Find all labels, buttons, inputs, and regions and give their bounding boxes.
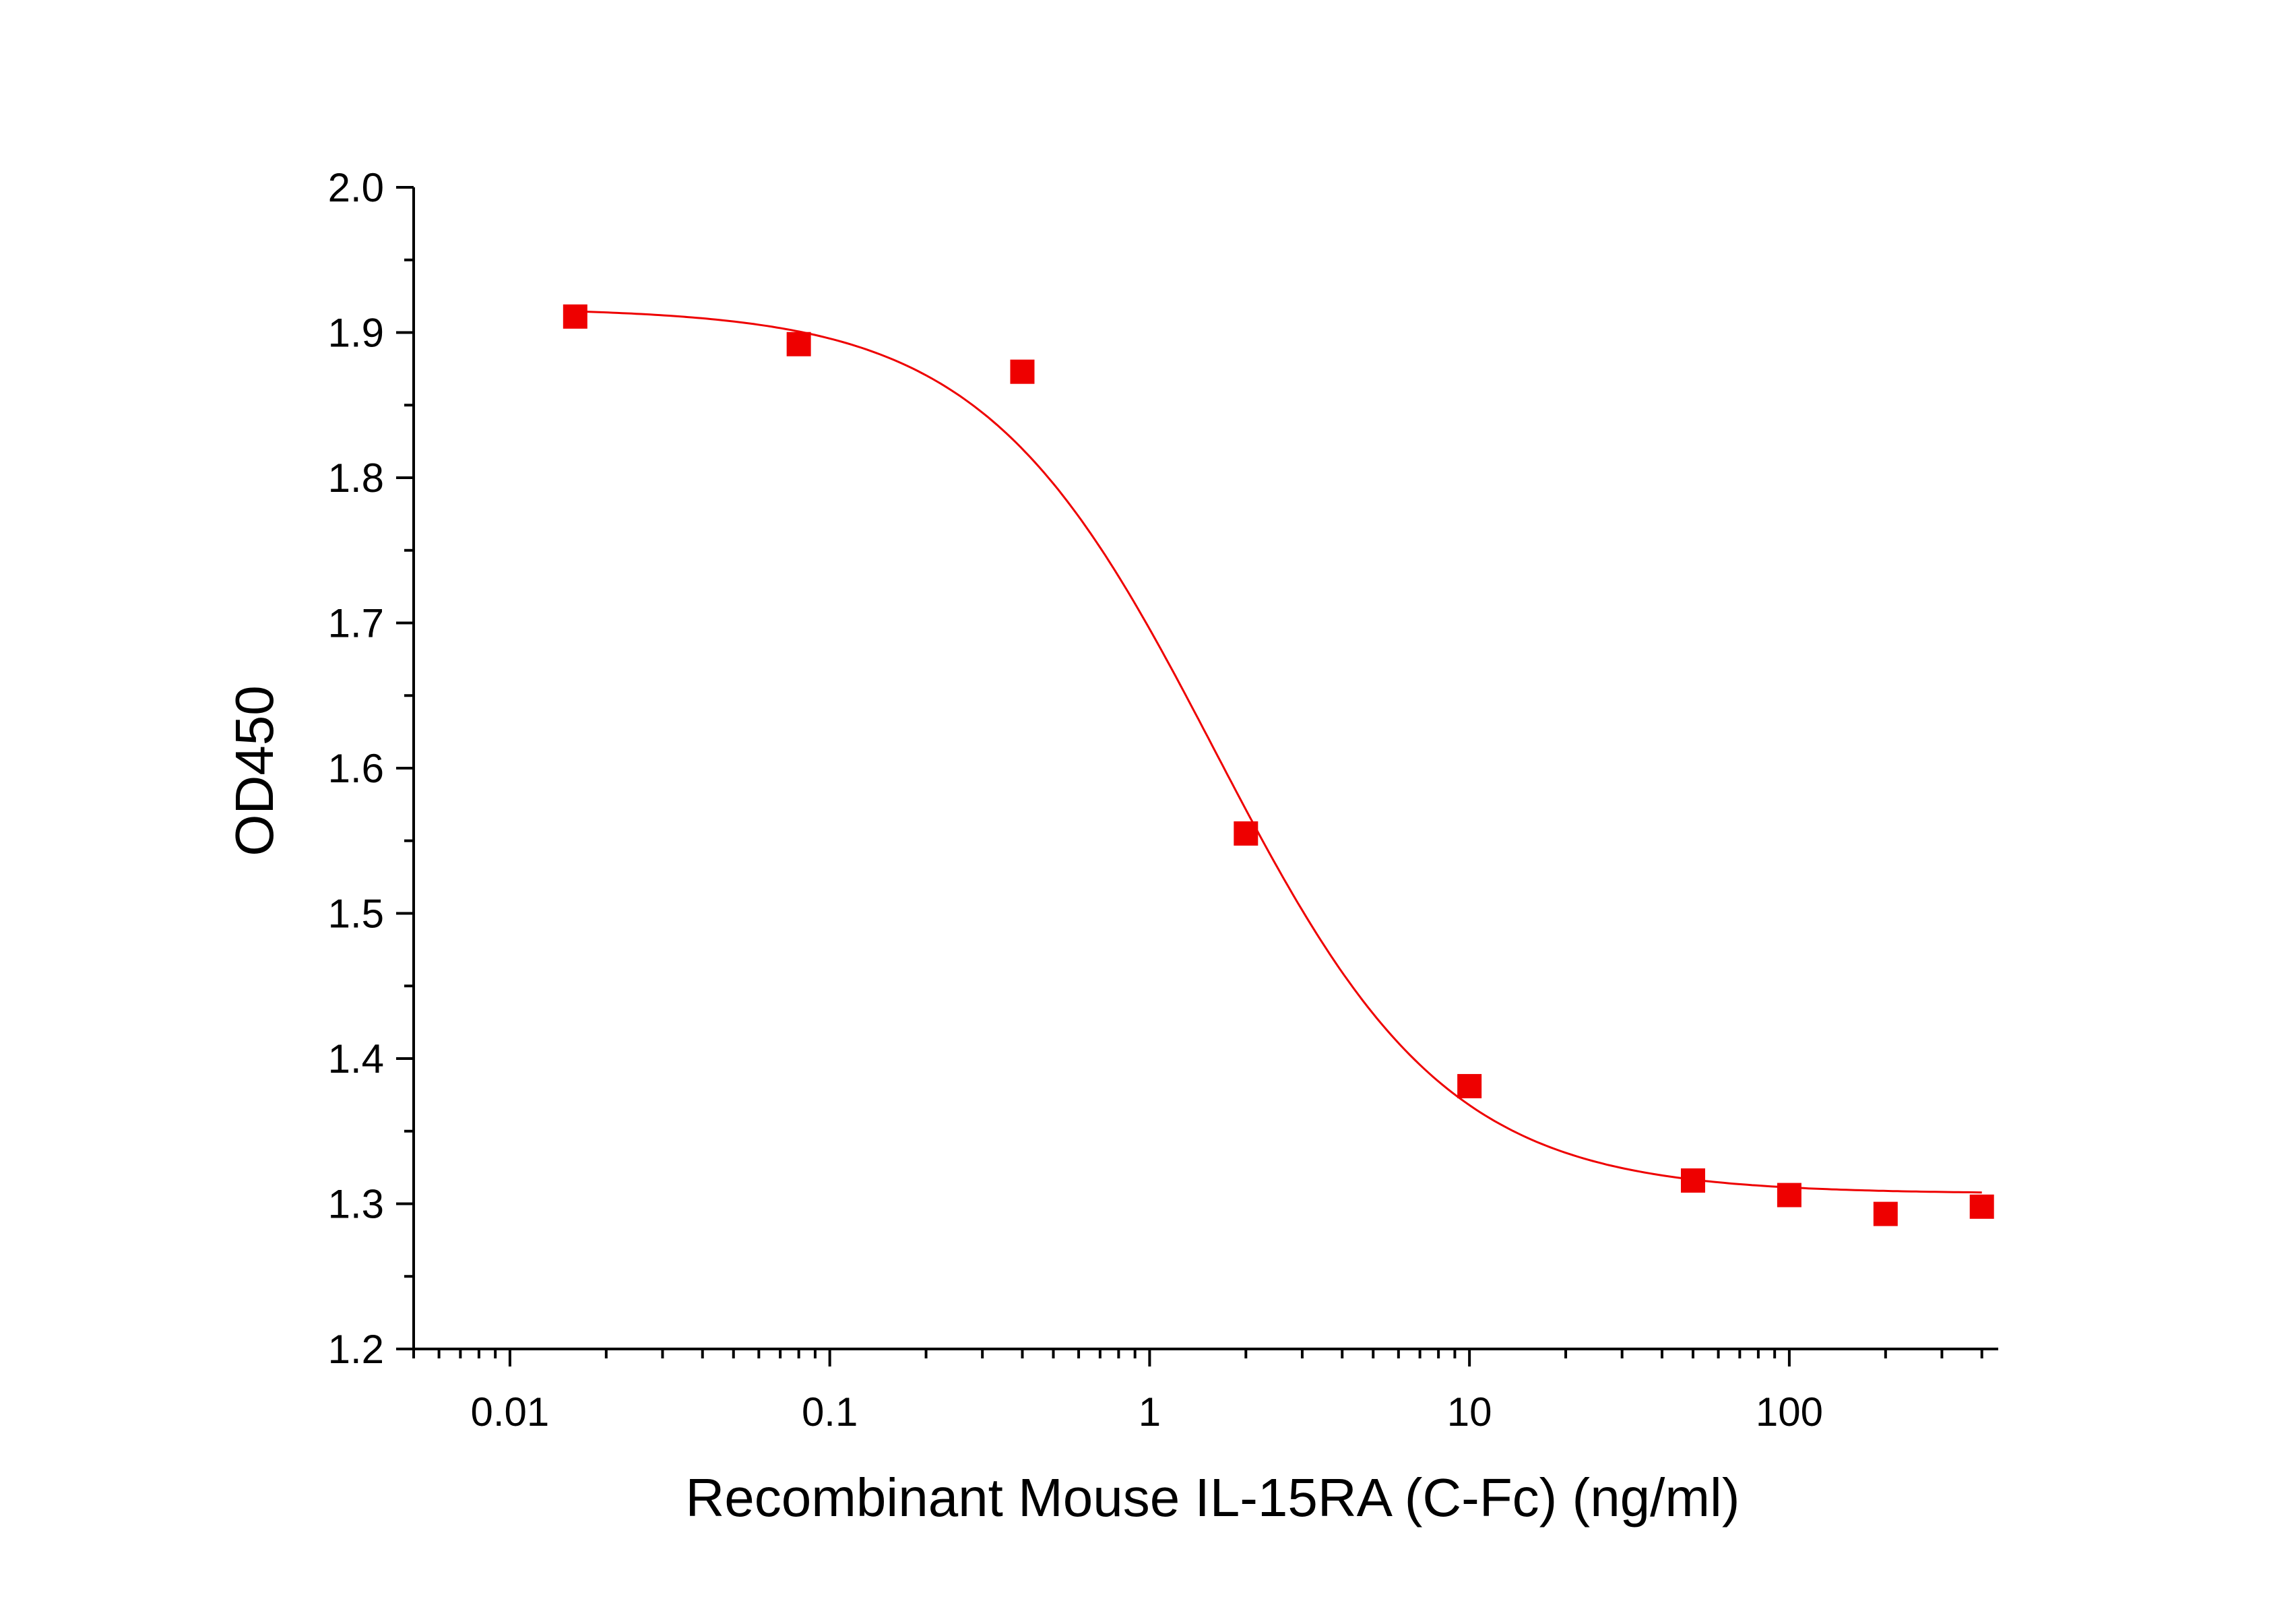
data-point [1010,359,1035,384]
y-tick-label: 1.9 [328,311,384,356]
data-point [563,304,587,329]
data-point [1777,1183,1801,1207]
fit-curve-layer [575,310,1982,1194]
x-tick-label: 0.01 [471,1389,550,1435]
x-tick-label: 10 [1447,1389,1492,1435]
y-tick-label: 1.4 [328,1036,384,1081]
data-point [786,332,811,356]
data-points [563,304,1994,1226]
data-point [1457,1073,1482,1098]
y-tick-label: 1.3 [328,1182,384,1227]
data-point [1969,1194,1994,1219]
y-tick-label: 1.7 [328,601,384,646]
axes [412,187,1998,1350]
x-axis-title: Recombinant Mouse IL-15RA (C-Fc) (ng/ml) [686,1468,1740,1528]
x-tick-label: 0.1 [802,1389,858,1435]
x-tick-label: 1 [1139,1389,1161,1435]
y-axis-ticks: 1.2 1.3 1.4 1.5 1.6 1.7 1.8 1.9 2.0 [328,165,414,1372]
y-tick-label: 1.5 [328,891,384,937]
data-point [1873,1201,1898,1226]
y-tick-label: 1.8 [328,455,384,501]
y-axis-title: OD450 [224,685,284,856]
x-axis-ticks: 0.01 0.1 1 10 100 [412,1349,1983,1435]
y-tick-label: 2.0 [328,165,384,210]
data-point [1680,1168,1705,1193]
data-point [1234,821,1258,846]
y-tick-label: 1.6 [328,746,384,791]
fit-curve [575,310,1982,1194]
y-tick-label: 1.2 [328,1327,384,1372]
x-tick-label: 100 [1756,1389,1823,1435]
